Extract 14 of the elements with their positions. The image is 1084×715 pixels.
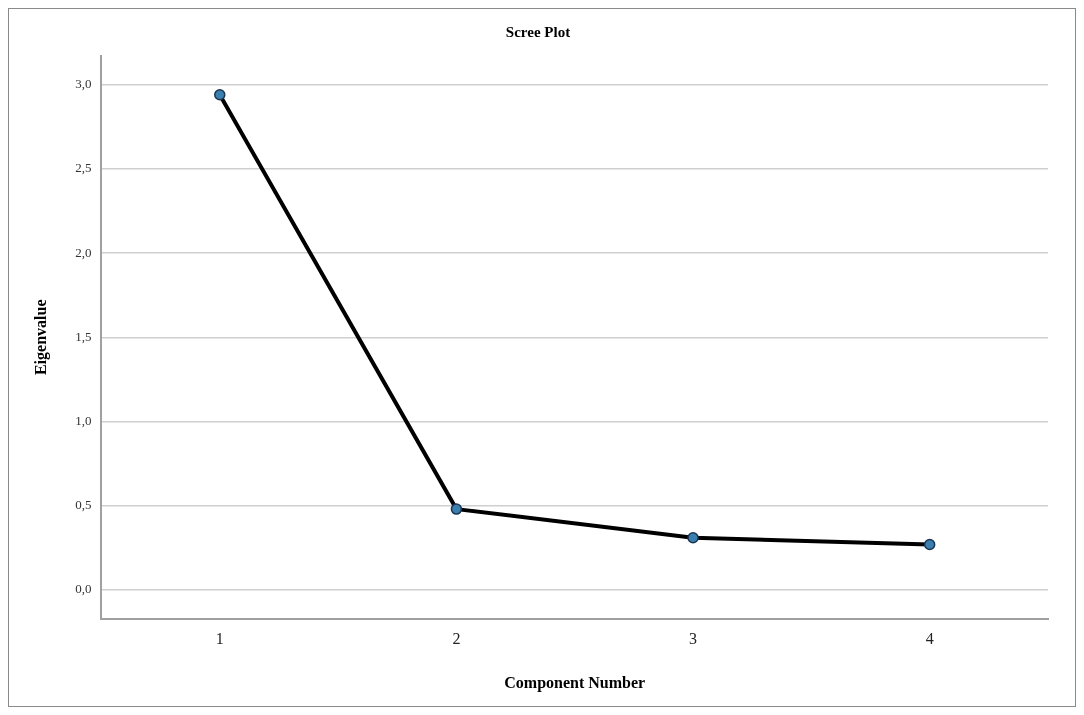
y-tick-label: 2,5 xyxy=(75,160,92,176)
x-tick-label: 4 xyxy=(925,630,934,648)
y-axis-title: Eigenvalue xyxy=(31,299,50,376)
y-tick-label: 1,0 xyxy=(75,412,92,428)
y-tick-label: 0,0 xyxy=(75,581,92,597)
x-tick-label: 1 xyxy=(215,630,224,648)
y-tick-label: 1,5 xyxy=(75,328,92,344)
x-axis-title: Component Number xyxy=(504,673,646,692)
chart-title: Scree Plot xyxy=(505,23,571,40)
x-tick-label: 2 xyxy=(452,630,461,648)
y-tick-label: 2,0 xyxy=(75,244,92,260)
y-tick-label: 0,5 xyxy=(75,497,92,513)
y-tick-label: 3,0 xyxy=(75,76,92,92)
x-tick-label: 3 xyxy=(689,630,698,648)
